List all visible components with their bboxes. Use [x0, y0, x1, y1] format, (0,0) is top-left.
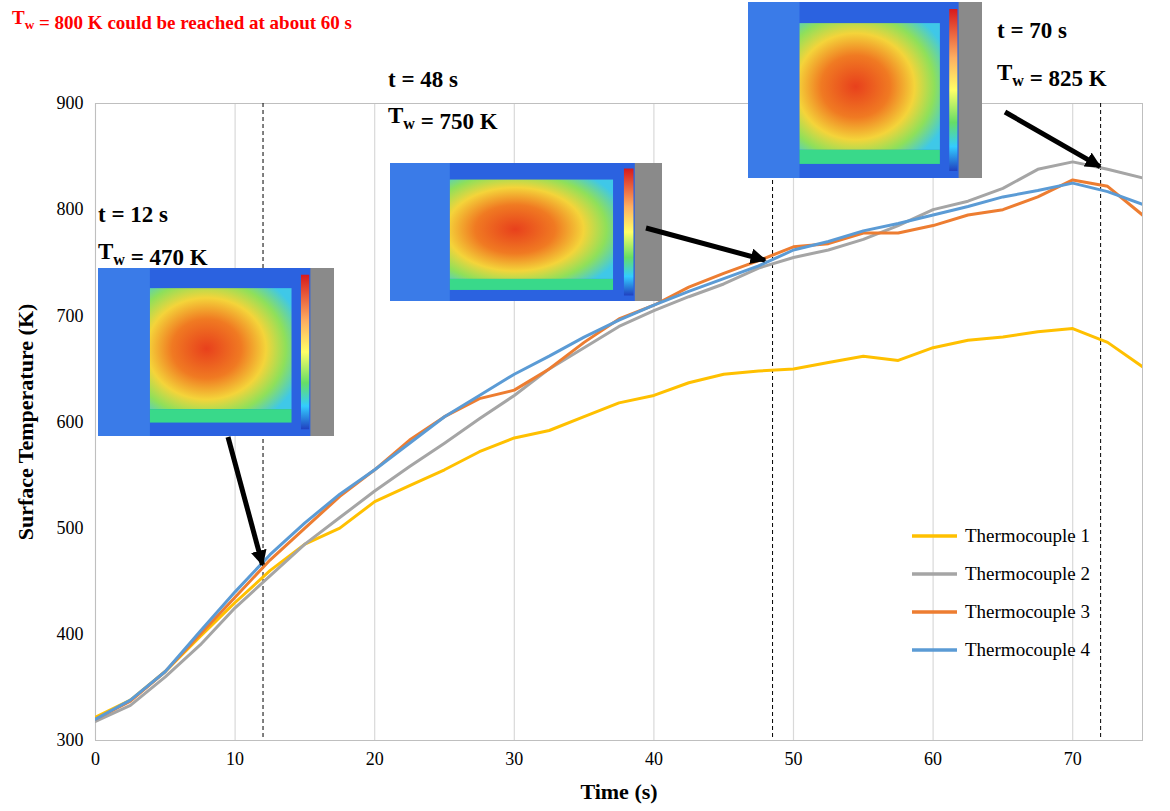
svg-text:Thermocouple 3: Thermocouple 3 [965, 601, 1090, 622]
svg-text:400: 400 [57, 624, 84, 644]
svg-text:900: 900 [57, 93, 84, 113]
svg-text:Tw = 800 K could be reached at: Tw = 800 K could be reached at about 60 … [12, 7, 352, 33]
svg-text:10: 10 [226, 749, 244, 769]
svg-text:300: 300 [57, 730, 84, 750]
svg-text:Surface Temperature (K): Surface Temperature (K) [13, 304, 38, 541]
svg-text:Thermocouple 2: Thermocouple 2 [965, 563, 1090, 584]
svg-text:30: 30 [505, 749, 523, 769]
svg-text:Thermocouple 4: Thermocouple 4 [965, 639, 1091, 660]
svg-text:Time (s): Time (s) [580, 779, 657, 804]
svg-text:600: 600 [57, 412, 84, 432]
svg-text:t = 12 s: t = 12 s [98, 202, 168, 227]
svg-text:40: 40 [645, 749, 663, 769]
svg-text:50: 50 [785, 749, 803, 769]
svg-text:60: 60 [924, 749, 942, 769]
svg-text:t = 48 s: t = 48 s [388, 67, 458, 92]
svg-text:0: 0 [91, 749, 100, 769]
svg-text:Thermocouple 1: Thermocouple 1 [965, 525, 1090, 546]
svg-text:Tw = 470 K: Tw = 470 K [98, 239, 208, 270]
svg-text:500: 500 [57, 518, 84, 538]
svg-text:Tw = 750 K: Tw = 750 K [388, 103, 498, 134]
svg-text:20: 20 [366, 749, 384, 769]
svg-text:800: 800 [57, 199, 84, 219]
svg-text:70: 70 [1064, 749, 1082, 769]
svg-text:Tw = 825 K: Tw = 825 K [997, 60, 1107, 91]
svg-text:700: 700 [57, 306, 84, 326]
svg-text:t = 70 s: t = 70 s [997, 18, 1067, 43]
